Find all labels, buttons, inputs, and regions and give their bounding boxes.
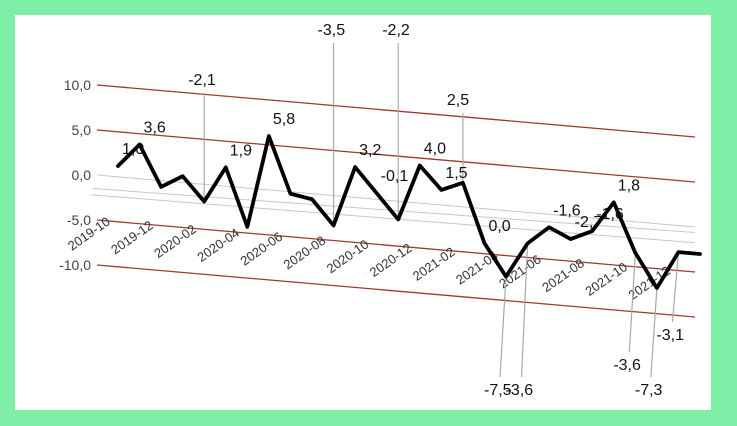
x-tick-label: 2020-10 [324,236,372,276]
y-tick-label: 5,0 [72,122,92,138]
data-label: -7,5 [484,382,512,399]
gridline-0 [96,84,696,138]
data-label: -3,1 [656,327,684,344]
y-tick-label: -10,0 [59,257,91,273]
line-chart: 10,05,00,0-5,0-10,02019-102019-122020-02… [59,22,702,399]
leader-line [520,243,529,378]
x-axis-floor-back [90,194,696,244]
leader-line [628,252,636,353]
data-label: 5,8 [273,111,295,128]
data-label: 4,0 [424,141,446,158]
data-label: 1,9 [230,142,252,159]
leader-line [650,287,658,378]
data-label: -2,1 [188,72,216,89]
chart-frame: 10,0 5,0 0,0 -5,0 -10,0 2019-10 2019-12 2020-02… [15,15,711,410]
y-tick-label: 10,0 [64,77,91,93]
y-tick-label: -5,0 [67,212,91,228]
data-label: -3,6 [506,382,534,399]
gridline-3 [96,219,696,273]
data-label: -2,2 [382,22,410,39]
data-label: -1,6 [596,206,624,223]
data-label: 3,6 [144,119,166,136]
x-tick-label: 2020-12 [367,240,415,280]
x-tick-label: 2021-08 [539,255,587,295]
data-label: 1,5 [445,165,467,182]
leader-line [499,276,507,378]
data-label: 2,5 [447,92,469,109]
data-label: -1,6 [553,202,581,219]
series-line [116,134,702,290]
gridline-2 [96,174,696,228]
data-label: -2,7 [575,214,603,231]
y-tick-label: 0,0 [72,167,92,183]
data-label: 1,8 [618,177,640,194]
gridline-1 [96,129,696,183]
data-label: 3,2 [359,142,381,159]
data-label: -3,6 [613,357,641,374]
data-label: 1,0 [122,141,144,158]
x-tick-label: 2021-02 [410,244,458,284]
x-tick-label: 2021-04 [453,248,501,288]
data-label: -3,5 [318,22,346,39]
x-tick-label: 2021-10 [582,259,630,299]
data-label: -7,3 [635,382,663,399]
gridline-4 [96,264,696,318]
data-label: 0,0 [488,218,510,235]
leader-line [671,252,680,323]
data-label: -0,1 [381,168,409,185]
